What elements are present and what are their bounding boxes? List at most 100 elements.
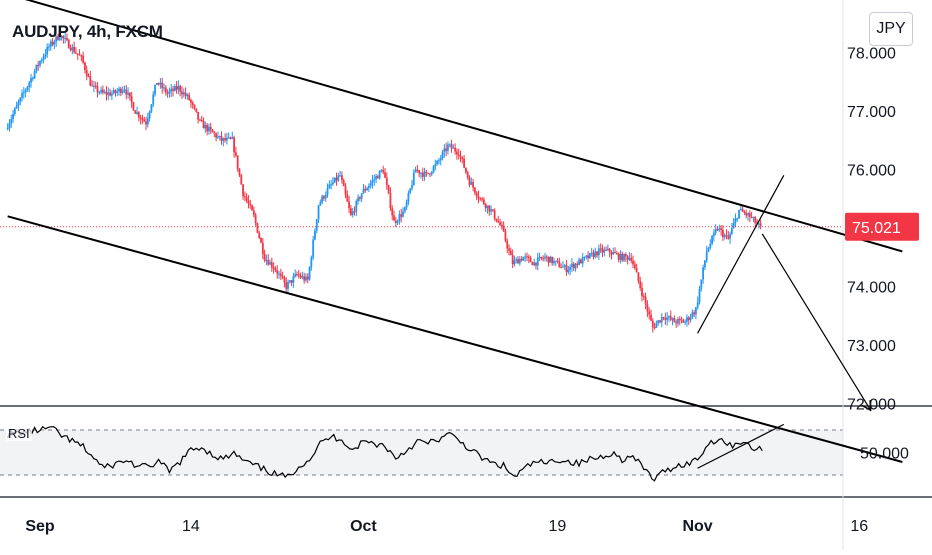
candle-body (227, 137, 230, 139)
candle-body (615, 253, 618, 255)
candle-body (288, 280, 291, 283)
candle-body (387, 185, 390, 194)
candle-body (123, 89, 126, 91)
candle-body (233, 137, 235, 153)
candle-body (186, 94, 189, 96)
candle-body (738, 209, 740, 219)
candle-body (64, 38, 67, 40)
candle-body (551, 256, 554, 264)
candle-body (671, 318, 674, 320)
candle-body (644, 296, 647, 305)
candle-body (369, 183, 372, 186)
candle-body (91, 85, 94, 87)
candle-body (321, 196, 324, 203)
candle-body (743, 211, 746, 214)
candle-body (624, 254, 627, 257)
candle-body (358, 197, 361, 199)
candle-body (218, 135, 221, 137)
candle-body (580, 259, 582, 264)
candle-body (450, 144, 453, 149)
candle-body (80, 55, 83, 57)
candle-body (168, 91, 171, 94)
candle-body (736, 218, 739, 220)
candle-body (608, 248, 611, 253)
candle-body (240, 175, 243, 185)
candle-body (659, 320, 661, 323)
candle-body (468, 177, 471, 185)
candle-body (172, 88, 174, 91)
candle-body (118, 88, 120, 92)
candle-body (217, 136, 219, 138)
candle-body (301, 276, 304, 278)
candle-body (684, 321, 687, 323)
candle-body (252, 210, 255, 215)
candle-body (28, 82, 31, 87)
candle-body (526, 256, 528, 258)
candle-body (249, 203, 252, 206)
candle-body (757, 223, 760, 225)
candle-body (378, 170, 381, 179)
candle-body (58, 37, 61, 40)
candle-body (184, 92, 187, 96)
last-price-label: 75.021 (852, 220, 901, 237)
candle-body (585, 255, 588, 257)
candle-body (655, 323, 658, 328)
candle-body (641, 287, 643, 297)
candle-body (46, 47, 49, 55)
candle-body (549, 256, 552, 263)
candle-body (495, 218, 498, 222)
candle-body (590, 252, 593, 254)
candle-body (51, 41, 54, 45)
candle-body (411, 185, 413, 189)
candle-body (500, 225, 503, 227)
candle-body (238, 168, 241, 176)
time-tick-label: Sep (25, 518, 55, 535)
candle-body (373, 179, 376, 181)
candle-body (554, 260, 557, 262)
candle-body (8, 123, 11, 129)
candle-body (504, 231, 507, 241)
candle-body (576, 263, 579, 265)
candle-body (292, 276, 295, 283)
candle-body (107, 92, 110, 95)
rsi-rising-trendline (697, 423, 785, 469)
candle-body (396, 221, 399, 223)
candle-body (145, 121, 147, 125)
candle-body (215, 133, 218, 138)
candle-body (493, 210, 496, 219)
price-tick-label: 78.000 (847, 46, 896, 63)
candle-body (739, 208, 742, 210)
candle-body (520, 259, 523, 261)
candle-body (677, 319, 679, 324)
candle-body (355, 201, 358, 212)
candle-body (57, 36, 59, 40)
candle-body (82, 55, 85, 63)
candle-body (261, 242, 264, 255)
candle-body (578, 259, 581, 265)
candle-body (296, 274, 298, 276)
candle-body (30, 78, 32, 83)
candle-body (161, 82, 164, 89)
rising-trendline (697, 175, 785, 334)
candle-body (208, 126, 210, 132)
candle-body (628, 257, 631, 260)
candle-body (748, 213, 751, 217)
candle-body (375, 176, 377, 180)
candle-body (267, 259, 270, 265)
candle-body (200, 119, 203, 122)
candle-body (709, 243, 712, 249)
candle-body (473, 187, 476, 193)
candle-body (747, 213, 749, 216)
candle-body (402, 211, 404, 217)
candle-body (389, 193, 392, 209)
candle-body (693, 312, 696, 315)
candle-body (71, 46, 74, 51)
symbol-title[interactable]: AUDJPY, 4h, FXCM (12, 22, 163, 41)
candle-body (382, 170, 385, 173)
candle-body (603, 249, 606, 253)
candle-body (662, 317, 665, 319)
currency-button[interactable]: JPY (869, 12, 913, 46)
candle-body (326, 188, 329, 195)
